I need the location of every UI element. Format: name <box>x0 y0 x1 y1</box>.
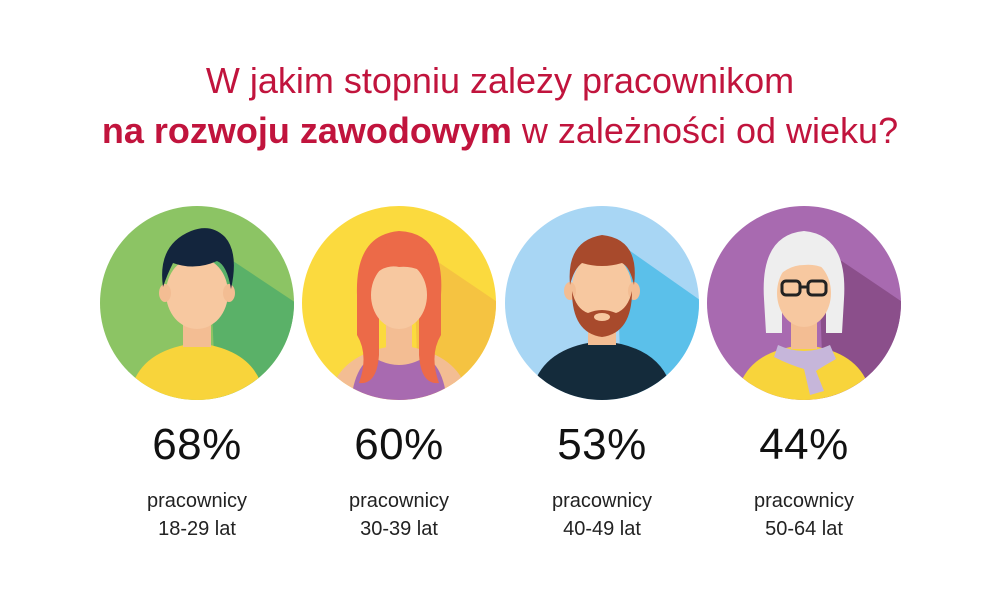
percent-value: 60% <box>354 420 444 469</box>
age-group-card-40-49: 53% pracownicy 40-49 lat <box>502 205 702 543</box>
bearded-man-avatar-icon <box>505 206 699 400</box>
title-bold-part: na rozwoju zawodowym <box>101 110 512 151</box>
percent-value: 44% <box>759 420 849 469</box>
group-label: pracownicy <box>146 490 248 512</box>
older-woman-glasses-avatar-icon <box>707 206 901 400</box>
age-group-card-50-64: 44% pracownicy 50-64 lat <box>704 205 904 543</box>
percent-value: 53% <box>557 420 647 469</box>
group-label: pracownicy <box>753 490 855 512</box>
age-range: 40-49 lat <box>563 518 641 540</box>
title-line-2: na rozwoju zawodowym w zależności od wie… <box>0 108 1000 153</box>
group-label: pracownicy <box>348 490 450 512</box>
title-line-1: W jakim stopniu zależy pracownikom <box>205 60 795 101</box>
title-rest-part: w zależności od wieku? <box>511 110 899 151</box>
percent-value: 68% <box>152 420 242 469</box>
age-range: 30-39 lat <box>360 518 438 540</box>
group-label: pracownicy <box>551 490 653 512</box>
age-range: 18-29 lat <box>158 518 236 540</box>
woman-red-hair-avatar-icon <box>302 206 496 400</box>
age-group-card-30-39: 60% pracownicy 30-39 lat <box>299 205 499 543</box>
age-group-card-18-29: 68% pracownicy 18-29 lat <box>97 205 297 543</box>
young-man-avatar-icon <box>100 206 294 400</box>
age-range: 50-64 lat <box>765 518 843 540</box>
